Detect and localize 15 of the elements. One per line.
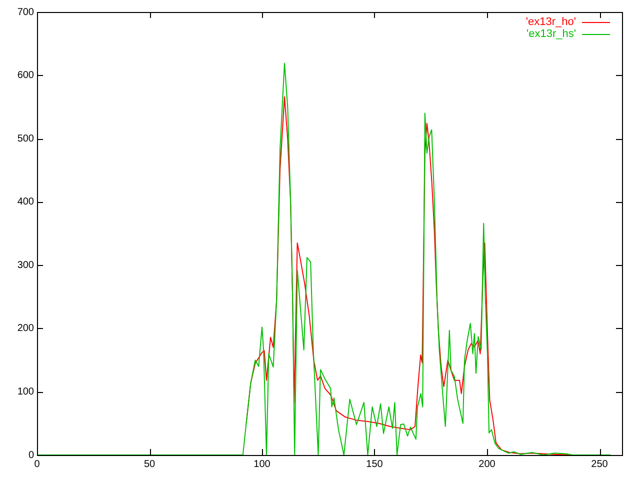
y-tick-label: 500 bbox=[17, 133, 34, 144]
y-tick-label: 600 bbox=[17, 70, 34, 82]
y-tick-label: 300 bbox=[17, 260, 34, 271]
x-tick-label: 200 bbox=[478, 458, 496, 470]
legend-label: 'ex13r_ho' bbox=[526, 16, 576, 28]
x-tick-label: 150 bbox=[366, 458, 384, 470]
y-tick-label: 200 bbox=[17, 323, 34, 334]
y-tick-label: 400 bbox=[17, 196, 34, 208]
y-tick-label: 700 bbox=[17, 6, 34, 18]
legend-label: 'ex13r_hs' bbox=[526, 28, 576, 40]
y-tick-label: 0 bbox=[28, 450, 34, 461]
x-tick-label: 250 bbox=[591, 458, 608, 470]
x-tick-label: 100 bbox=[254, 458, 271, 470]
y-tick-label: 100 bbox=[17, 386, 34, 398]
x-tick-label: 50 bbox=[144, 458, 156, 470]
